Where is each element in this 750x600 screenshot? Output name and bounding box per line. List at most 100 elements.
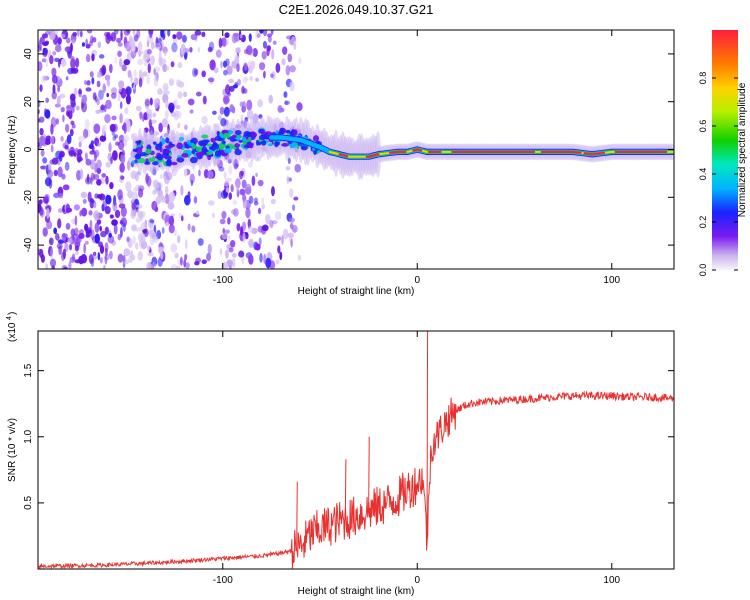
noise-blob [277,105,283,113]
snr-panel: -100 0 100 0.5 1.0 1.5 Height of straight lin… [6,312,675,597]
noise-blob [73,87,78,96]
noise-blob [287,157,291,165]
ridge-blob [145,148,152,154]
noise-blob [134,242,139,250]
ridge-blob [195,146,203,153]
noise-blob [99,244,105,254]
noise-blob [87,30,93,34]
noise-blob [194,30,202,36]
noise-blob [249,75,253,82]
noise-blob [104,205,111,215]
noise-blob [151,256,158,267]
noise-blob [70,228,76,237]
noise-blob [153,188,157,195]
noise-blob [74,147,79,156]
noise-blob [137,251,143,261]
noise-blob [100,104,105,111]
noise-blob [83,243,86,254]
ridge-blob [148,157,153,163]
noise-blob [39,129,44,134]
ridge-blob [186,139,191,145]
noise-blob [164,99,169,109]
noise-blob [286,35,293,40]
noise-blob [70,55,75,62]
ridge-blob [163,150,171,154]
ridge-blob [214,150,222,157]
noise-blob [258,237,262,246]
noise-blob [279,251,283,261]
noise-blob [147,252,154,257]
noise-blob [224,180,230,187]
noise-blob [40,165,47,170]
noise-blob [297,254,302,261]
noise-blob [262,40,268,49]
noise-blob [98,54,105,59]
noise-blob [96,179,102,186]
noise-blob [181,34,187,43]
ridge-blob [179,136,185,141]
noise-blob [266,47,270,57]
noise-blob [219,248,223,256]
noise-blob [106,253,110,261]
noise-blob [50,144,54,153]
noise-blob [195,91,202,97]
ridge-blob [234,130,242,136]
noise-blob [212,110,217,115]
snr-x-label: Height of straight line (km) [298,586,415,597]
noise-blob [132,235,136,245]
noise-blob [135,227,142,232]
snr-spike [296,481,298,550]
noise-blob [69,93,76,102]
noise-blob [120,30,123,41]
ridge-blob [206,143,213,148]
noise-blob [93,173,100,180]
noise-blob [50,123,54,135]
ridge-blob [218,143,225,150]
noise-blob [291,227,297,233]
noise-blob [105,194,112,205]
noise-blob [42,157,48,164]
ridge-peak [583,151,606,156]
noise-blob [221,37,227,48]
noise-blob [60,106,65,113]
noise-blob [293,41,297,50]
noise-blob [101,173,107,178]
ridge-blob [134,159,138,163]
noise-blob [155,43,160,48]
noise-blob [79,30,83,38]
noise-blob [133,34,139,42]
noise-blob [209,59,216,71]
noise-blob [169,105,174,114]
noise-blob [246,45,253,56]
noise-blob [69,128,74,137]
noise-blob [247,161,254,168]
noise-blob [99,225,102,232]
noise-blob [56,243,63,250]
noise-blob [92,251,97,257]
noise-blob [291,224,298,233]
noise-blob [120,153,126,165]
noise-blob [243,62,248,74]
noise-blob [146,74,151,85]
noise-blob [96,80,101,88]
noise-blob [177,62,183,69]
noise-blob [104,74,111,81]
noise-blob [275,62,281,74]
noise-blob [78,135,85,142]
noise-blob [83,79,87,86]
ridge-blob [137,144,142,148]
noise-blob [262,30,268,37]
noise-blob [112,200,118,212]
spectrogram-y-tick-label: 20 [23,96,34,108]
noise-blob [270,73,274,78]
noise-blob [76,169,82,181]
ridge-blob [170,161,178,166]
noise-blob [143,112,148,121]
noise-blob [110,87,118,95]
noise-blob [70,101,77,108]
noise-blob [194,68,199,76]
noise-blob [62,184,70,191]
noise-blob [254,243,261,251]
noise-blob [224,32,230,39]
noise-blob [152,179,159,189]
